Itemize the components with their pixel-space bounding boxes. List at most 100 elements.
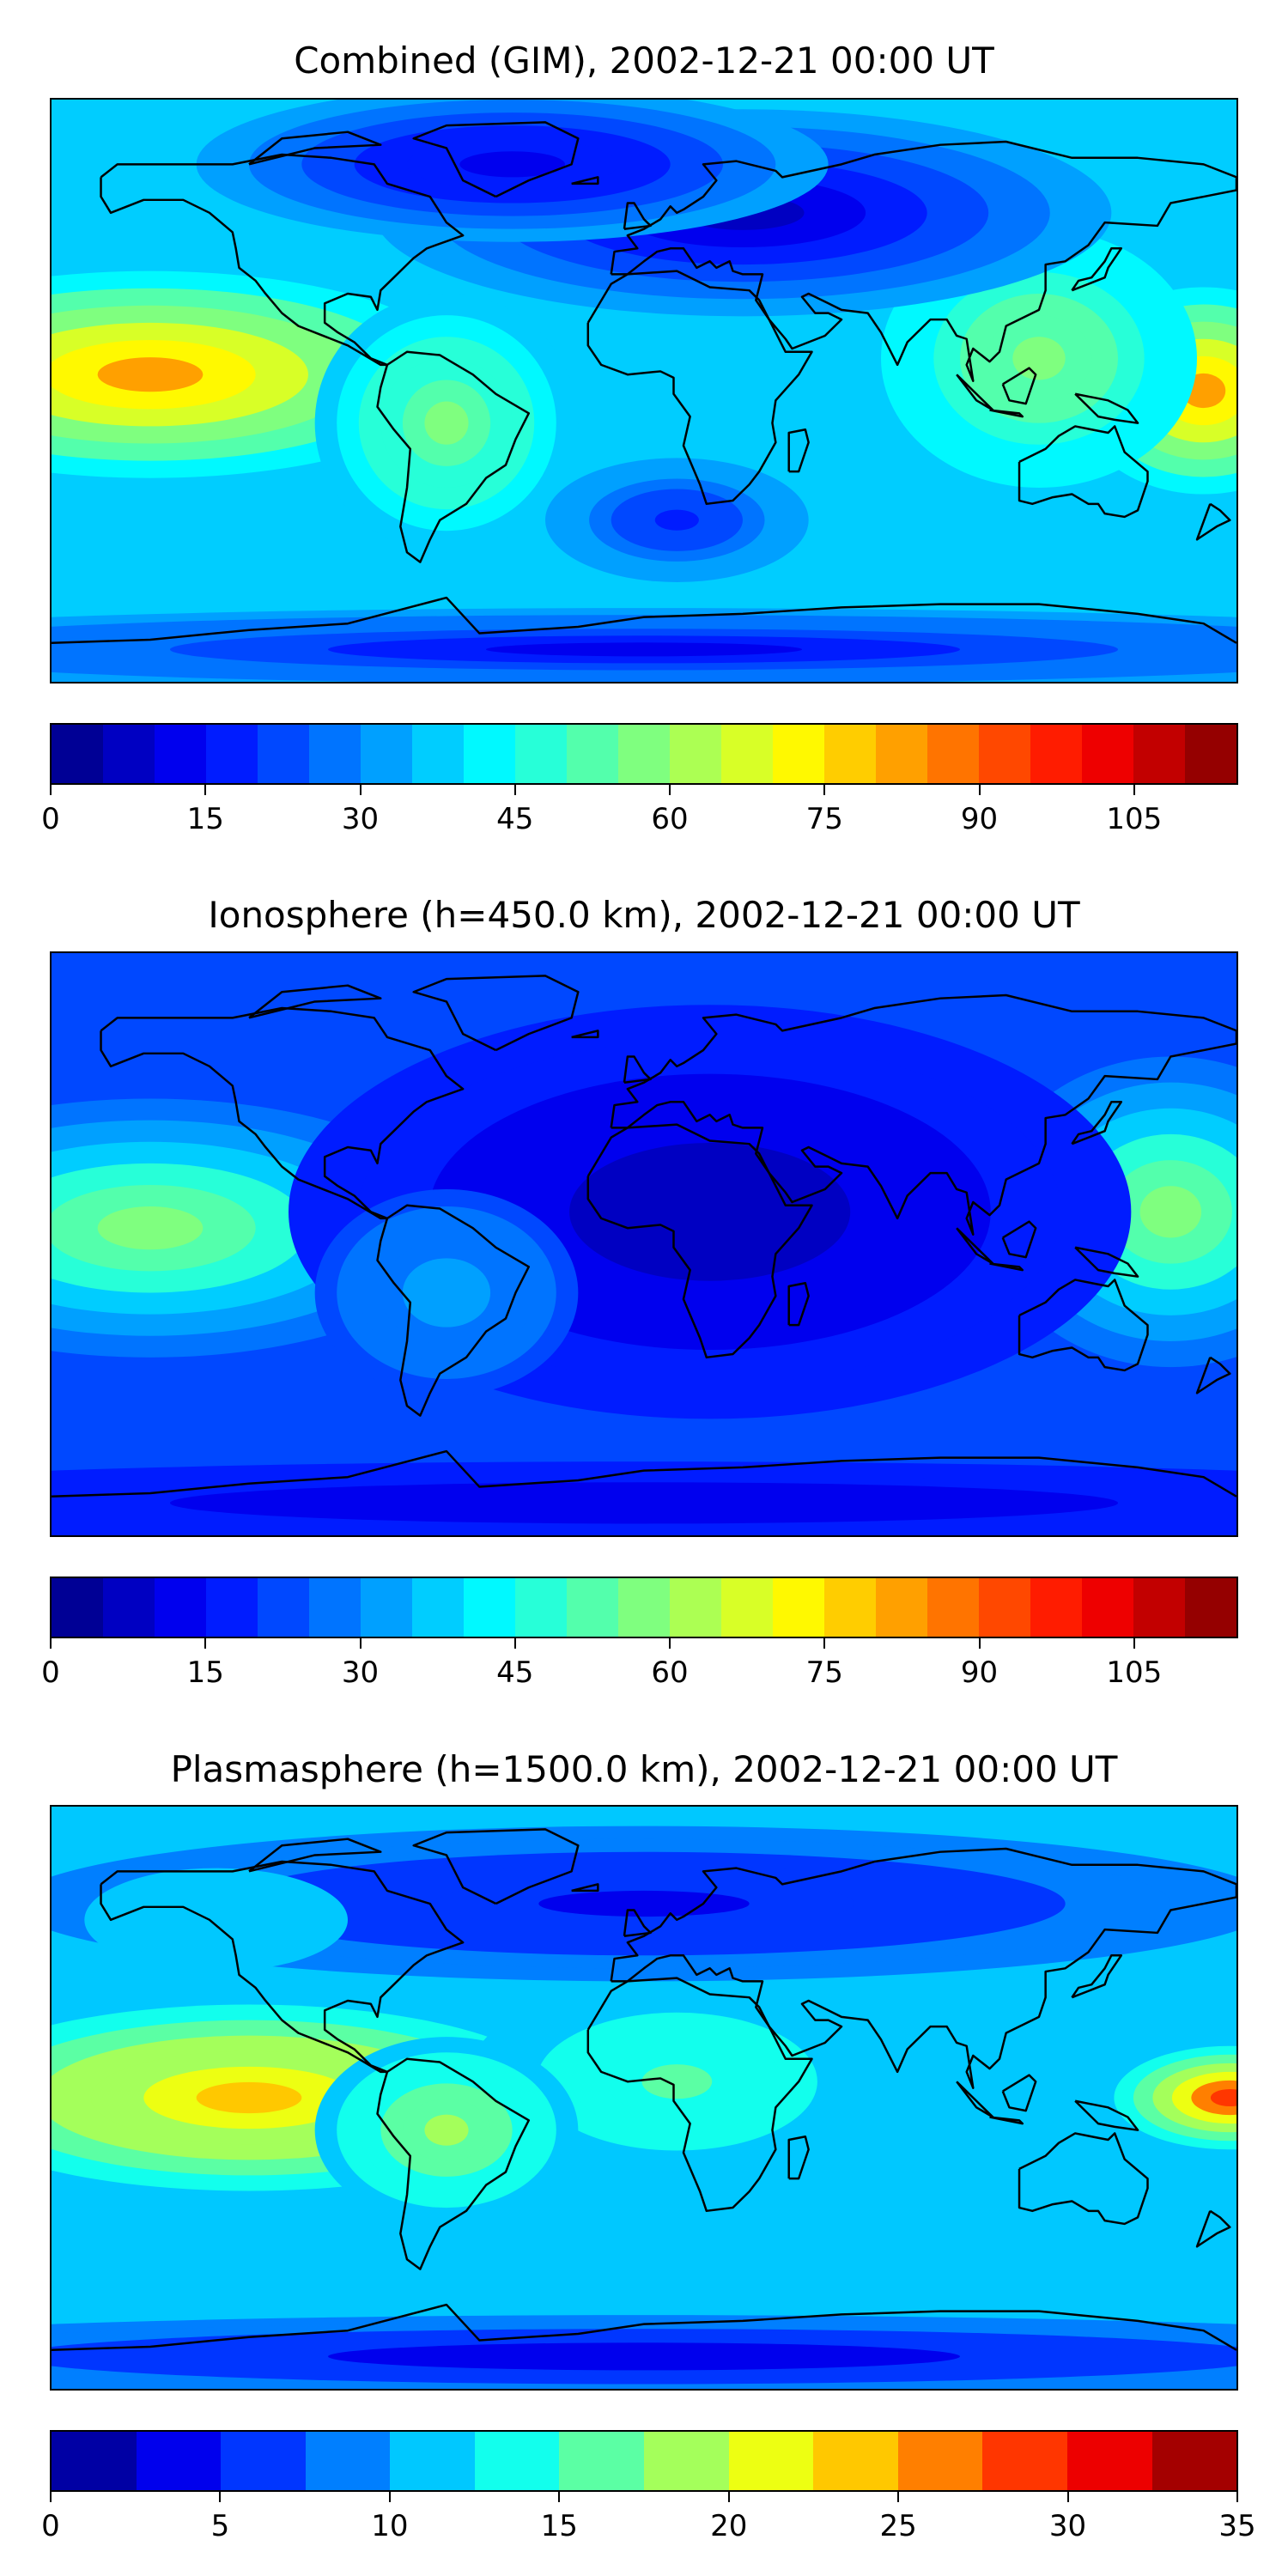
coastline xyxy=(610,140,1236,382)
coastline xyxy=(623,202,652,230)
colorbar-segment xyxy=(515,1578,567,1637)
coastline xyxy=(787,2135,810,2180)
colorbar-segment xyxy=(1185,1578,1236,1637)
map-canvas xyxy=(52,1807,1236,2389)
coastline xyxy=(1074,1246,1139,1278)
colorbar-tick xyxy=(669,1638,671,1649)
colorbar-tick-label: 15 xyxy=(540,2509,578,2543)
colorbar-segment xyxy=(390,2432,475,2490)
colorbar-segment xyxy=(1030,1578,1082,1637)
colorbar-segment xyxy=(155,1578,206,1637)
colorbar-tick xyxy=(204,1638,207,1649)
colorbar-tick xyxy=(219,2492,222,2502)
tec-map-plasmasphere xyxy=(50,1805,1238,2391)
colorbar-segment xyxy=(206,725,258,783)
colorbar-tick-label: 30 xyxy=(341,802,380,836)
colorbar-tick-label: 75 xyxy=(805,1656,843,1690)
coastline xyxy=(412,121,580,198)
colorbar-segment xyxy=(1185,725,1236,783)
colorbar-segment xyxy=(258,725,309,783)
colorbar-segment xyxy=(52,725,103,783)
colorbar-tick-label: 90 xyxy=(960,802,999,836)
colorbar-segment xyxy=(728,2432,814,2490)
colorbar-segment xyxy=(876,1578,927,1637)
colorbar-segment xyxy=(136,2432,222,2490)
coastline xyxy=(1074,2099,1139,2131)
field-contour xyxy=(459,151,565,178)
tec-map-combined xyxy=(50,98,1238,683)
coastline xyxy=(787,1281,810,1327)
colorbar-combined xyxy=(50,723,1238,785)
colorbar-segment xyxy=(979,1578,1030,1637)
colorbar-tick-label: 105 xyxy=(1106,802,1163,836)
colorbar-tick xyxy=(1133,785,1135,795)
panel-title: Plasmasphere (h=1500.0 km), 2002-12-21 0… xyxy=(170,1748,1118,1790)
colorbar-tick-label: 15 xyxy=(186,1656,224,1690)
colorbar-tick xyxy=(50,1638,52,1649)
coastline xyxy=(571,176,599,185)
colorbar-segment xyxy=(52,1578,103,1637)
colorbar-segment xyxy=(721,1578,773,1637)
colorbar-segment xyxy=(773,725,824,783)
colorbar-segment xyxy=(979,725,1030,783)
colorbar-tick-label: 60 xyxy=(651,802,689,836)
colorbar-segment xyxy=(618,1578,670,1637)
coastline xyxy=(787,428,810,473)
panel-title: Ionosphere (h=450.0 km), 2002-12-21 00:0… xyxy=(208,894,1080,936)
colorbar-tick xyxy=(50,2492,52,2502)
colorbar-tick xyxy=(359,1638,361,1649)
colorbar-tick xyxy=(823,785,826,795)
colorbar-segment xyxy=(824,725,876,783)
colorbar-segment xyxy=(464,1578,515,1637)
coastline xyxy=(586,1123,813,1359)
colorbar-segment xyxy=(305,2432,391,2490)
coastline xyxy=(610,1847,1236,2089)
colorbar-segment xyxy=(221,2432,306,2490)
field-contour xyxy=(641,2064,713,2099)
colorbar-segment xyxy=(559,2432,645,2490)
colorbar-ticks-plasmasphere: 0 5 10 15 20 25 30 35 xyxy=(41,2492,1256,2543)
colorbar-tick-label: 45 xyxy=(496,802,534,836)
field-contour xyxy=(97,1206,204,1250)
colorbar-tick xyxy=(359,785,361,795)
colorbar-segment xyxy=(927,725,979,783)
colorbar-ticks-combined: 0 15 30 45 60 75 90 105 xyxy=(41,785,1238,836)
colorbar-plasmasphere xyxy=(50,2430,1238,2492)
coastline xyxy=(1018,425,1149,519)
coastline xyxy=(52,2303,1236,2352)
field-contour xyxy=(654,509,699,531)
field-contour xyxy=(196,2081,302,2114)
colorbar-tick xyxy=(727,2492,730,2502)
coastline xyxy=(623,1055,652,1084)
colorbar-segment xyxy=(103,725,155,783)
colorbar-segment xyxy=(1133,1578,1185,1637)
panel-title: Combined (GIM), 2002-12-21 00:00 UT xyxy=(294,39,994,82)
coastline xyxy=(376,350,531,563)
coastline xyxy=(52,1449,1236,1498)
colorbar-segment xyxy=(721,725,773,783)
coastline xyxy=(989,409,1024,418)
coastline xyxy=(1074,392,1139,424)
colorbar-tick-label: 0 xyxy=(41,802,60,836)
colorbar-tick-label: 15 xyxy=(186,802,224,836)
coastline xyxy=(586,270,813,506)
coastline xyxy=(989,2116,1024,2125)
map-canvas xyxy=(52,953,1236,1535)
colorbar-tick-label: 0 xyxy=(41,2509,60,2543)
colorbar-segment xyxy=(1151,2432,1237,2490)
colorbar-tick xyxy=(513,785,516,795)
colorbar-segment xyxy=(773,1578,824,1637)
colorbar-segment xyxy=(258,1578,309,1637)
colorbar-ticks-ionosphere: 0 15 30 45 60 75 90 105 xyxy=(41,1638,1238,1690)
coastline xyxy=(1195,502,1231,541)
coastline xyxy=(989,1262,1024,1272)
coastline xyxy=(100,1860,465,2074)
field-contour xyxy=(538,1890,750,1917)
colorbar-segment xyxy=(1066,2432,1152,2490)
field-contour xyxy=(639,1177,781,1247)
colorbar-tick xyxy=(513,1638,516,1649)
colorbar-tick-label: 75 xyxy=(805,802,843,836)
colorbar-segment xyxy=(1082,1578,1133,1637)
coastline xyxy=(1195,1356,1231,1394)
tec-map-ionosphere xyxy=(50,951,1238,1537)
